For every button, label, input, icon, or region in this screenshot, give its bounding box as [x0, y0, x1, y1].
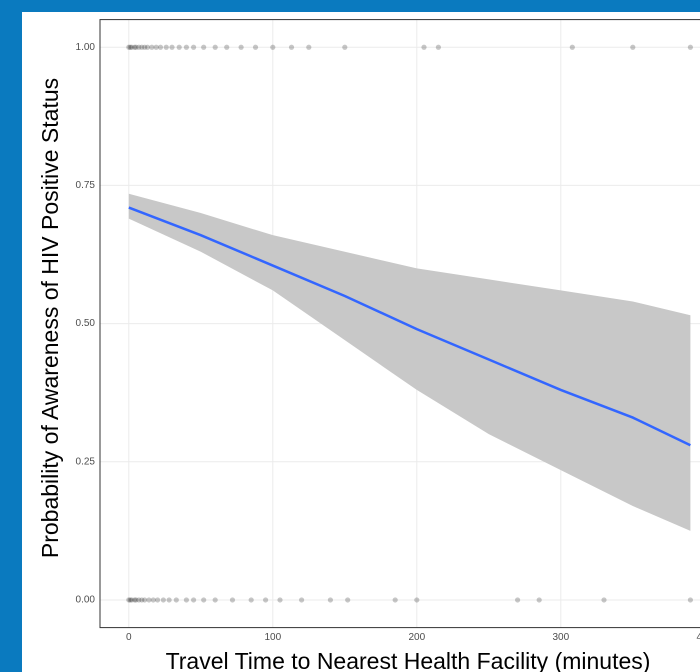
data-point — [212, 44, 218, 50]
data-point — [435, 44, 441, 50]
data-point — [136, 597, 142, 603]
data-point — [126, 597, 132, 603]
data-point — [169, 44, 175, 50]
data-point — [299, 597, 305, 603]
data-point — [126, 44, 132, 50]
data-point — [238, 44, 244, 50]
data-point — [144, 44, 151, 50]
data-point — [270, 44, 276, 50]
data-point — [277, 597, 283, 603]
data-point — [139, 44, 145, 50]
data-point — [414, 597, 420, 603]
data-point — [142, 597, 148, 603]
data-point — [173, 597, 179, 603]
data-point — [150, 597, 156, 603]
data-point — [306, 44, 312, 50]
data-point — [129, 44, 135, 50]
data-point — [155, 597, 161, 603]
y-tick-label: 0.75 — [76, 180, 96, 191]
data-point — [569, 44, 575, 50]
data-point — [252, 44, 259, 50]
confidence-band — [128, 193, 691, 531]
data-point — [131, 44, 138, 50]
data-point — [129, 597, 135, 603]
data-point — [142, 44, 148, 50]
y-tick-label: 0.50 — [76, 318, 96, 329]
x-tick-label: 100 — [264, 632, 281, 643]
data-point — [687, 597, 694, 603]
data-point — [183, 597, 189, 603]
fit-line — [128, 206, 691, 447]
data-point — [133, 597, 139, 603]
y-axis-title: Probability of Awareness of HIV Positive… — [37, 78, 63, 558]
data-point — [139, 597, 145, 603]
data-point — [163, 44, 169, 50]
data-point — [263, 597, 269, 603]
data-point — [224, 44, 230, 50]
data-point — [327, 597, 333, 603]
data-point — [191, 44, 197, 50]
data-point — [127, 597, 133, 603]
data-point — [136, 44, 142, 50]
data-point — [176, 44, 182, 50]
data-point — [160, 597, 166, 603]
data-point — [212, 597, 218, 603]
x-axis-title: Travel Time to Nearest Health Facility (… — [166, 648, 651, 672]
data-point — [131, 597, 138, 603]
data-point — [146, 597, 152, 603]
data-point — [201, 44, 207, 50]
data-point — [342, 44, 348, 50]
x-tick-label: 400 — [696, 632, 700, 643]
x-tick-label: 200 — [408, 632, 425, 643]
data-point — [153, 44, 159, 50]
data-point — [288, 44, 295, 50]
y-tick-label: 1.00 — [76, 42, 96, 53]
data-point — [133, 44, 139, 50]
data-point — [127, 44, 133, 50]
y-tick-label: 0.25 — [76, 456, 96, 467]
data-point — [183, 44, 189, 50]
data-point — [166, 597, 172, 603]
data-point — [536, 597, 542, 603]
data-point — [392, 597, 398, 603]
data-point — [601, 597, 607, 603]
data-point — [191, 597, 197, 603]
y-tick-label: 0.00 — [76, 595, 96, 606]
data-point — [515, 597, 521, 603]
data-point — [248, 597, 254, 603]
panel-border — [99, 19, 700, 629]
data-point — [421, 44, 427, 50]
data-point — [201, 597, 207, 603]
data-point — [687, 44, 694, 50]
data-point — [345, 597, 351, 603]
x-tick-label: 300 — [552, 632, 569, 643]
data-point — [149, 44, 155, 50]
plot-area: 0.00 0.25 0.50 0.75 1.00 0 100 200 300 400 — [76, 19, 700, 643]
data-point — [229, 597, 236, 603]
data-point — [630, 44, 636, 50]
data-point — [157, 44, 164, 50]
x-tick-label: 0 — [126, 632, 132, 643]
